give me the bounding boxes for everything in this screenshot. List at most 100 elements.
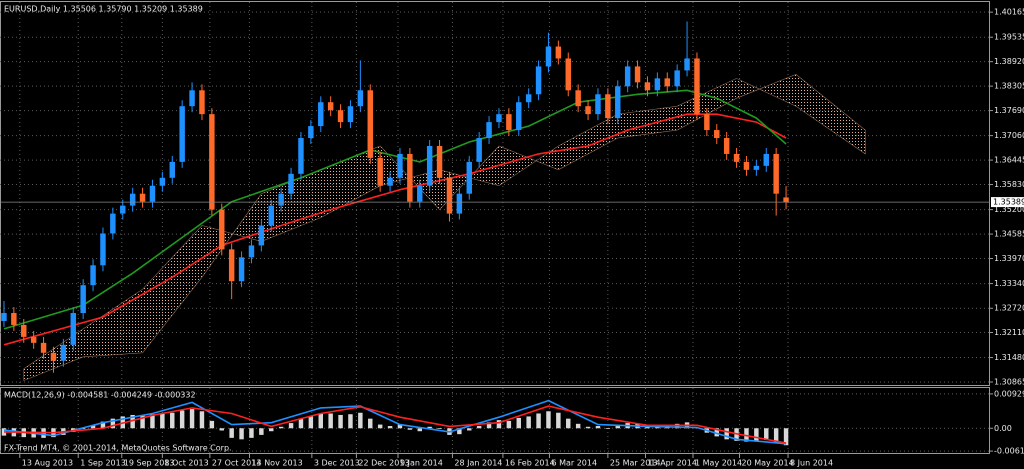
histogram-bar: [288, 423, 294, 429]
candle-body: [555, 46, 562, 59]
histogram-bar: [773, 428, 779, 444]
candle-body: [288, 173, 294, 194]
candle-body: [466, 161, 472, 194]
candle-body: [417, 185, 423, 202]
candle-body: [169, 161, 175, 178]
candle-body: [783, 197, 789, 203]
candle-body: [753, 165, 760, 170]
candle-body: [347, 106, 354, 123]
histogram-bar: [308, 416, 314, 429]
candle-body: [763, 153, 769, 166]
x-tick-label: 19 Sep 2013: [124, 459, 175, 468]
candle-body: [40, 342, 47, 353]
candle-body: [535, 66, 542, 95]
panel-title: MACD(12,26,9) -0.004581 -0.004249 -0.000…: [4, 391, 196, 400]
histogram-bar: [100, 421, 106, 429]
candle-body: [199, 90, 205, 115]
histogram-bar: [397, 424, 403, 429]
candle-body: [21, 324, 27, 337]
histogram-bar: [536, 413, 541, 429]
histogram-bar: [219, 428, 224, 431]
candle-body: [120, 205, 126, 214]
histogram-bar: [585, 426, 591, 429]
candle-body: [723, 138, 730, 154]
histogram-bar: [140, 414, 145, 429]
candle-body: [644, 82, 651, 91]
histogram-bar: [566, 418, 571, 429]
histogram-bar: [328, 413, 333, 429]
histogram-bar: [1, 428, 7, 436]
histogram-bar: [130, 414, 135, 429]
histogram-bar: [526, 416, 531, 429]
candle-body: [456, 193, 463, 214]
histogram-bar: [546, 411, 551, 429]
ichimoku-cloud: [23, 74, 866, 382]
histogram-bar: [457, 428, 462, 435]
histogram-bar: [764, 428, 769, 441]
histogram-bar: [269, 428, 274, 432]
histogram-bar: [348, 414, 353, 429]
current-price-label: 1.35389: [993, 198, 1024, 207]
histogram-bar: [377, 424, 383, 429]
candle-body: [516, 102, 522, 131]
histogram-bar: [298, 418, 304, 429]
histogram-bar: [209, 420, 215, 429]
candle-body: [545, 46, 552, 67]
current-price-box: [991, 197, 1024, 208]
histogram-bar: [556, 412, 561, 429]
histogram-bar: [754, 428, 759, 442]
y-tick-label: 1.40165: [994, 8, 1024, 17]
candle-body: [228, 249, 235, 282]
y-tick-label: 0.009299: [994, 389, 1024, 398]
histogram-bar: [724, 428, 729, 440]
histogram-bar: [476, 426, 482, 429]
histogram-bar: [259, 428, 264, 435]
histogram-bar: [90, 425, 96, 429]
candle-body: [585, 106, 591, 115]
histogram-bar: [150, 414, 155, 429]
candle-body: [159, 177, 166, 186]
candle-body: [129, 193, 136, 206]
candle-body: [11, 313, 17, 325]
histogram-bar: [486, 422, 492, 429]
candle-body: [179, 106, 185, 162]
candle-body: [90, 265, 96, 286]
candle-body: [100, 233, 106, 266]
footer: FX-Trend MT4, © 2001-2014, MetaQuotes So…: [4, 444, 232, 453]
y-tick-label: 1.37690: [994, 106, 1024, 115]
candle-body: [377, 157, 383, 186]
histogram-bar: [427, 426, 432, 429]
candle-body: [773, 153, 779, 194]
candle-body: [139, 193, 146, 202]
candle-body: [278, 193, 284, 206]
candle-body: [209, 114, 215, 210]
x-tick-label: 14 Nov 2013: [251, 459, 302, 468]
candle-body: [743, 161, 750, 170]
histogram-bar: [714, 428, 719, 437]
x-tick-label: 28 Jan 2014: [454, 459, 502, 468]
candle-body: [496, 114, 502, 123]
histogram-bar: [318, 413, 323, 429]
histogram-bar: [199, 411, 205, 429]
x-tick-label: 9 Jan 2014: [400, 459, 443, 468]
y-tick-label: 1.38305: [994, 82, 1024, 91]
histogram-bar: [170, 412, 175, 429]
x-tick-label: 6 Mar 2014: [551, 459, 597, 468]
candle-body: [634, 66, 641, 83]
y-tick-label: -0.006181: [994, 447, 1024, 456]
x-tick-label: 25 Mar 2014: [610, 459, 661, 468]
candle-body: [733, 153, 740, 162]
candle-body: [694, 58, 700, 115]
y-tick-label: 1.33970: [994, 254, 1024, 263]
x-tick-label: 16 Feb 2014: [505, 459, 555, 468]
candle-body: [308, 126, 314, 139]
histogram-bar: [595, 426, 601, 429]
y-tick-label: 1.36445: [994, 156, 1024, 165]
x-tick-label: 22 Dec 2013: [358, 459, 409, 468]
candle-body: [149, 185, 156, 202]
candle-body: [486, 122, 492, 139]
histogram-bar: [506, 420, 512, 429]
candle-body: [248, 245, 255, 258]
histogram-bar: [783, 428, 789, 446]
